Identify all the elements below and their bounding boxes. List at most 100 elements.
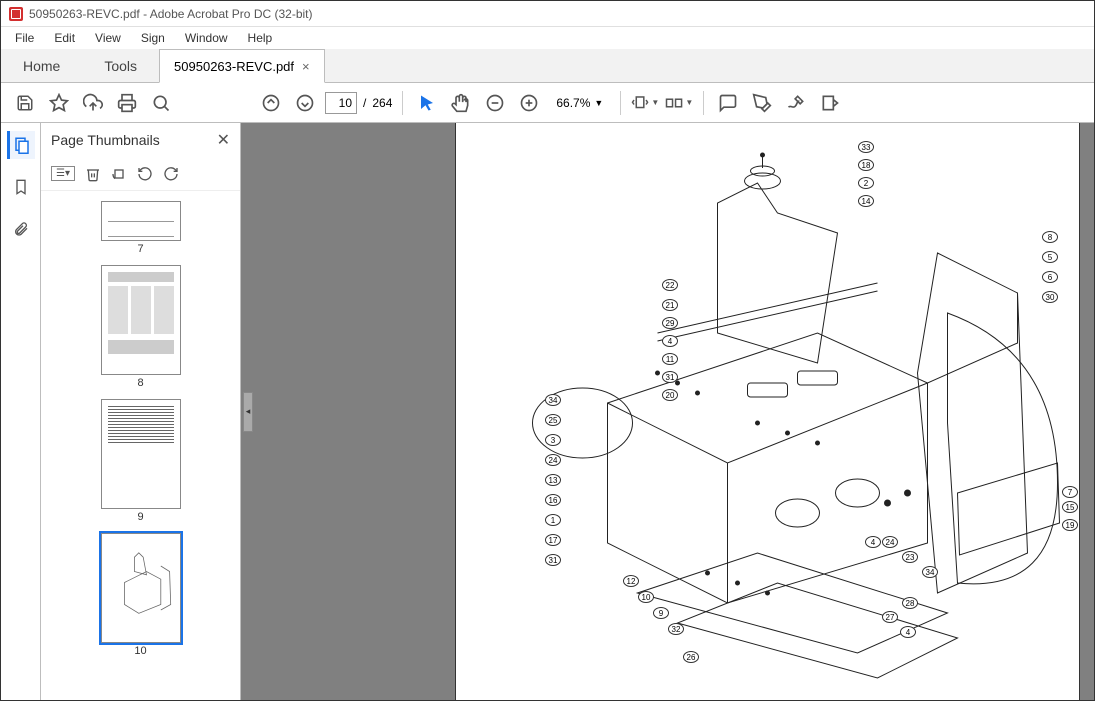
- callout-balloon-20: 20: [662, 389, 678, 401]
- callout-balloon-31: 31: [662, 371, 678, 383]
- tab-close-icon[interactable]: ×: [302, 59, 310, 74]
- more-tools-icon[interactable]: [816, 89, 844, 117]
- highlight-icon[interactable]: [748, 89, 776, 117]
- menu-view[interactable]: View: [87, 29, 129, 47]
- cloud-upload-icon[interactable]: [79, 89, 107, 117]
- thumbnail-page-10[interactable]: [101, 533, 181, 643]
- thumbnail-page-9[interactable]: [101, 399, 181, 509]
- callout-balloon-1: 1: [545, 514, 561, 526]
- callout-balloon-23: 23: [902, 551, 918, 563]
- thumbnail-label: 8: [41, 377, 240, 389]
- callout-balloon-24: 24: [882, 536, 898, 548]
- callout-balloon-3: 3: [545, 434, 561, 446]
- callout-balloon-16: 16: [545, 494, 561, 506]
- thumbnail-page-7[interactable]: [101, 201, 181, 241]
- window-titlebar: 50950263-REVC.pdf - Adobe Acrobat Pro DC…: [1, 1, 1094, 27]
- tab-document-label: 50950263-REVC.pdf: [174, 59, 294, 74]
- panel-collapse-gutter[interactable]: ◂: [241, 123, 255, 700]
- callout-balloon-33: 33: [858, 141, 874, 153]
- thumbnails-panel: Page Thumbnails ✕ ☰▾ 78910: [41, 123, 241, 700]
- menu-help[interactable]: Help: [240, 29, 281, 47]
- zoom-value: 66.7%: [556, 96, 590, 110]
- print-icon[interactable]: [113, 89, 141, 117]
- callout-balloon-27: 27: [882, 611, 898, 623]
- tabbar: Home Tools 50950263-REVC.pdf ×: [1, 49, 1094, 83]
- thumb-delete-icon[interactable]: [85, 166, 101, 182]
- window-title: 50950263-REVC.pdf - Adobe Acrobat Pro DC…: [29, 7, 313, 21]
- page-indicator: / 264: [325, 92, 392, 114]
- select-tool-icon[interactable]: [413, 89, 441, 117]
- tab-tools[interactable]: Tools: [82, 49, 159, 82]
- collapse-handle-icon[interactable]: ◂: [243, 392, 253, 432]
- callout-balloon-19: 19: [1062, 519, 1078, 531]
- menu-file[interactable]: File: [7, 29, 42, 47]
- thumbnails-toolbar: ☰▾: [41, 157, 240, 191]
- search-icon[interactable]: [147, 89, 175, 117]
- tab-home[interactable]: Home: [1, 49, 82, 82]
- callout-balloon-26: 26: [683, 651, 699, 663]
- callout-balloon-17: 17: [545, 534, 561, 546]
- comment-icon[interactable]: [714, 89, 742, 117]
- callout-balloon-6: 6: [1042, 271, 1058, 283]
- callout-balloon-4: 4: [900, 626, 916, 638]
- toolbar: / 264 66.7% ▼ ▼ ▼: [1, 83, 1094, 123]
- callout-balloon-18: 18: [858, 159, 874, 171]
- save-icon[interactable]: [11, 89, 39, 117]
- bookmark-panel-icon[interactable]: [7, 173, 35, 201]
- thumb-options-icon[interactable]: ☰▾: [51, 166, 75, 181]
- total-pages: 264: [372, 96, 392, 110]
- thumbnails-title: Page Thumbnails: [51, 132, 160, 148]
- page-down-icon[interactable]: [291, 89, 319, 117]
- callout-balloon-7: 7: [1062, 486, 1078, 498]
- thumb-rotate-icon[interactable]: [111, 166, 127, 182]
- thumbnail-page-8[interactable]: [101, 265, 181, 375]
- close-panel-icon[interactable]: ✕: [217, 130, 230, 150]
- menu-window[interactable]: Window: [177, 29, 236, 47]
- callout-balloon-22: 22: [662, 279, 678, 291]
- callout-balloon-4: 4: [865, 536, 881, 548]
- tab-document[interactable]: 50950263-REVC.pdf ×: [159, 49, 325, 83]
- attachments-panel-icon[interactable]: [7, 215, 35, 243]
- callout-balloon-29: 29: [662, 317, 678, 329]
- callout-balloon-31: 31: [545, 554, 561, 566]
- callout-balloon-8: 8: [1042, 231, 1058, 243]
- menu-sign[interactable]: Sign: [133, 29, 173, 47]
- callout-balloon-9: 9: [653, 607, 669, 619]
- thumbnails-list[interactable]: 78910: [41, 191, 240, 700]
- viewer-left-gray: [255, 123, 455, 700]
- zoom-out-icon[interactable]: [481, 89, 509, 117]
- thumbnails-panel-icon[interactable]: [7, 131, 35, 159]
- callout-balloon-10: 10: [638, 591, 654, 603]
- star-icon[interactable]: [45, 89, 73, 117]
- callout-balloon-11: 11: [662, 353, 678, 365]
- callout-balloon-34: 34: [545, 394, 561, 406]
- thumb-undo-icon[interactable]: [137, 166, 153, 182]
- zoom-in-icon[interactable]: [515, 89, 543, 117]
- chevron-down-icon: ▼: [594, 98, 603, 108]
- callout-balloon-5: 5: [1042, 251, 1058, 263]
- current-page-input[interactable]: [325, 92, 357, 114]
- nav-rail: [1, 123, 41, 700]
- page-up-icon[interactable]: [257, 89, 285, 117]
- page-display-icon[interactable]: ▼: [665, 89, 693, 117]
- callout-balloon-14: 14: [858, 195, 874, 207]
- thumbnail-label: 9: [41, 511, 240, 523]
- callout-balloon-12: 12: [623, 575, 639, 587]
- thumbnail-label: 7: [41, 243, 240, 255]
- callout-balloon-4: 4: [662, 335, 678, 347]
- thumb-redo-icon[interactable]: [163, 166, 179, 182]
- callout-balloon-2: 2: [858, 177, 874, 189]
- hand-tool-icon[interactable]: [447, 89, 475, 117]
- callout-balloon-28: 28: [902, 597, 918, 609]
- callout-balloon-21: 21: [662, 299, 678, 311]
- sign-icon[interactable]: [782, 89, 810, 117]
- menubar: File Edit View Sign Window Help: [1, 27, 1094, 49]
- fit-width-icon[interactable]: ▼: [631, 89, 659, 117]
- menu-edit[interactable]: Edit: [46, 29, 83, 47]
- callout-balloon-24: 24: [545, 454, 561, 466]
- zoom-select[interactable]: 66.7% ▼: [549, 93, 610, 113]
- pdf-page-view[interactable]: 3318214856302221294113120342532413161173…: [455, 123, 1080, 700]
- main-area: Page Thumbnails ✕ ☰▾ 7 8 9 10 ◂: [1, 123, 1094, 700]
- callout-balloon-15: 15: [1062, 501, 1078, 513]
- callout-balloon-34: 34: [922, 566, 938, 578]
